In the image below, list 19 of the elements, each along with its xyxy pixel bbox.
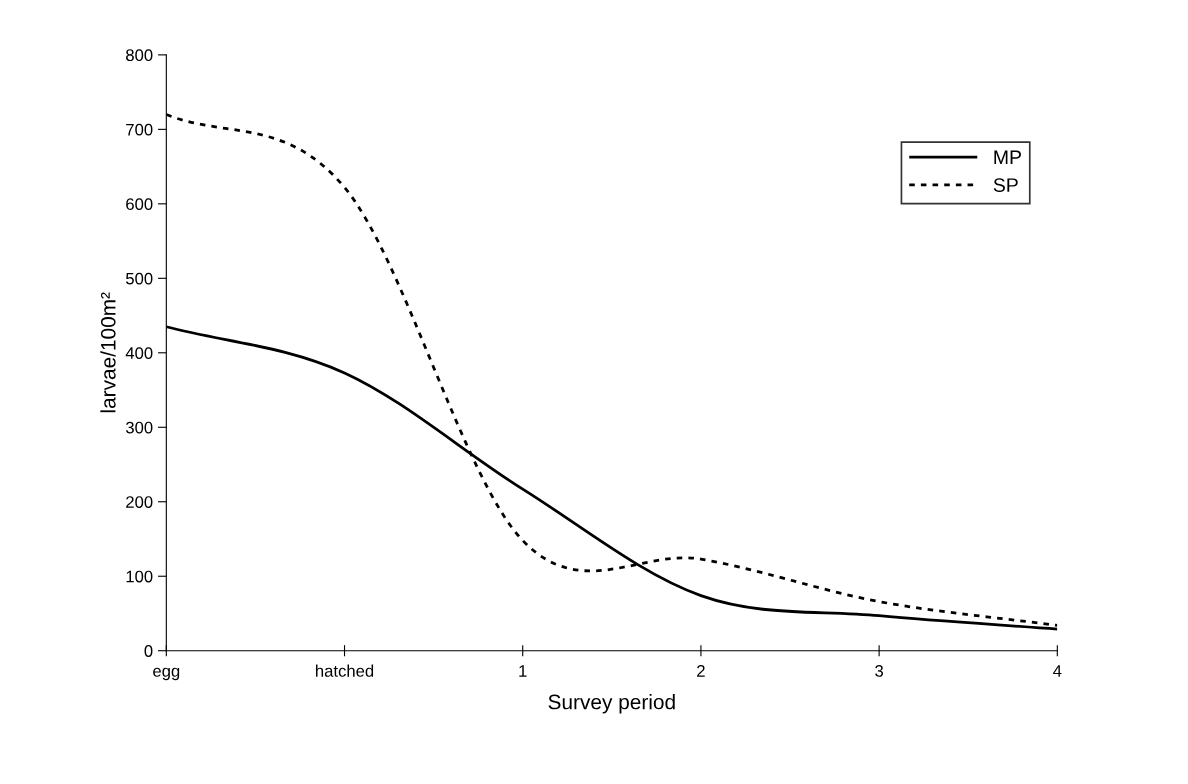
- x-tick-label: hatched: [316, 664, 374, 677]
- y-axis-title: larvae/100m²: [100, 292, 116, 413]
- x-axis-title: Survey period: [548, 694, 675, 714]
- y-tick-label: 700: [126, 123, 153, 136]
- y-tick-label: 300: [125, 421, 153, 434]
- y-tick-label: 600: [126, 198, 153, 211]
- y-tick-label: 800: [126, 49, 153, 62]
- y-tick-label: 0: [144, 645, 153, 657]
- x-tick-label: 4: [1053, 665, 1062, 677]
- legend-label: MP: [994, 150, 1021, 164]
- y-tick-label: 200: [126, 496, 153, 508]
- y-tick-label: 100: [126, 570, 153, 583]
- x-tick-label: egg: [153, 667, 180, 681]
- x-tick-label: 1: [519, 665, 527, 677]
- x-tick-label: 3: [875, 665, 884, 677]
- legend-label: SP: [993, 178, 1018, 192]
- y-tick-label: 400: [125, 347, 153, 359]
- y-tick-label: 500: [125, 272, 153, 285]
- x-tick-label: 2: [697, 665, 705, 677]
